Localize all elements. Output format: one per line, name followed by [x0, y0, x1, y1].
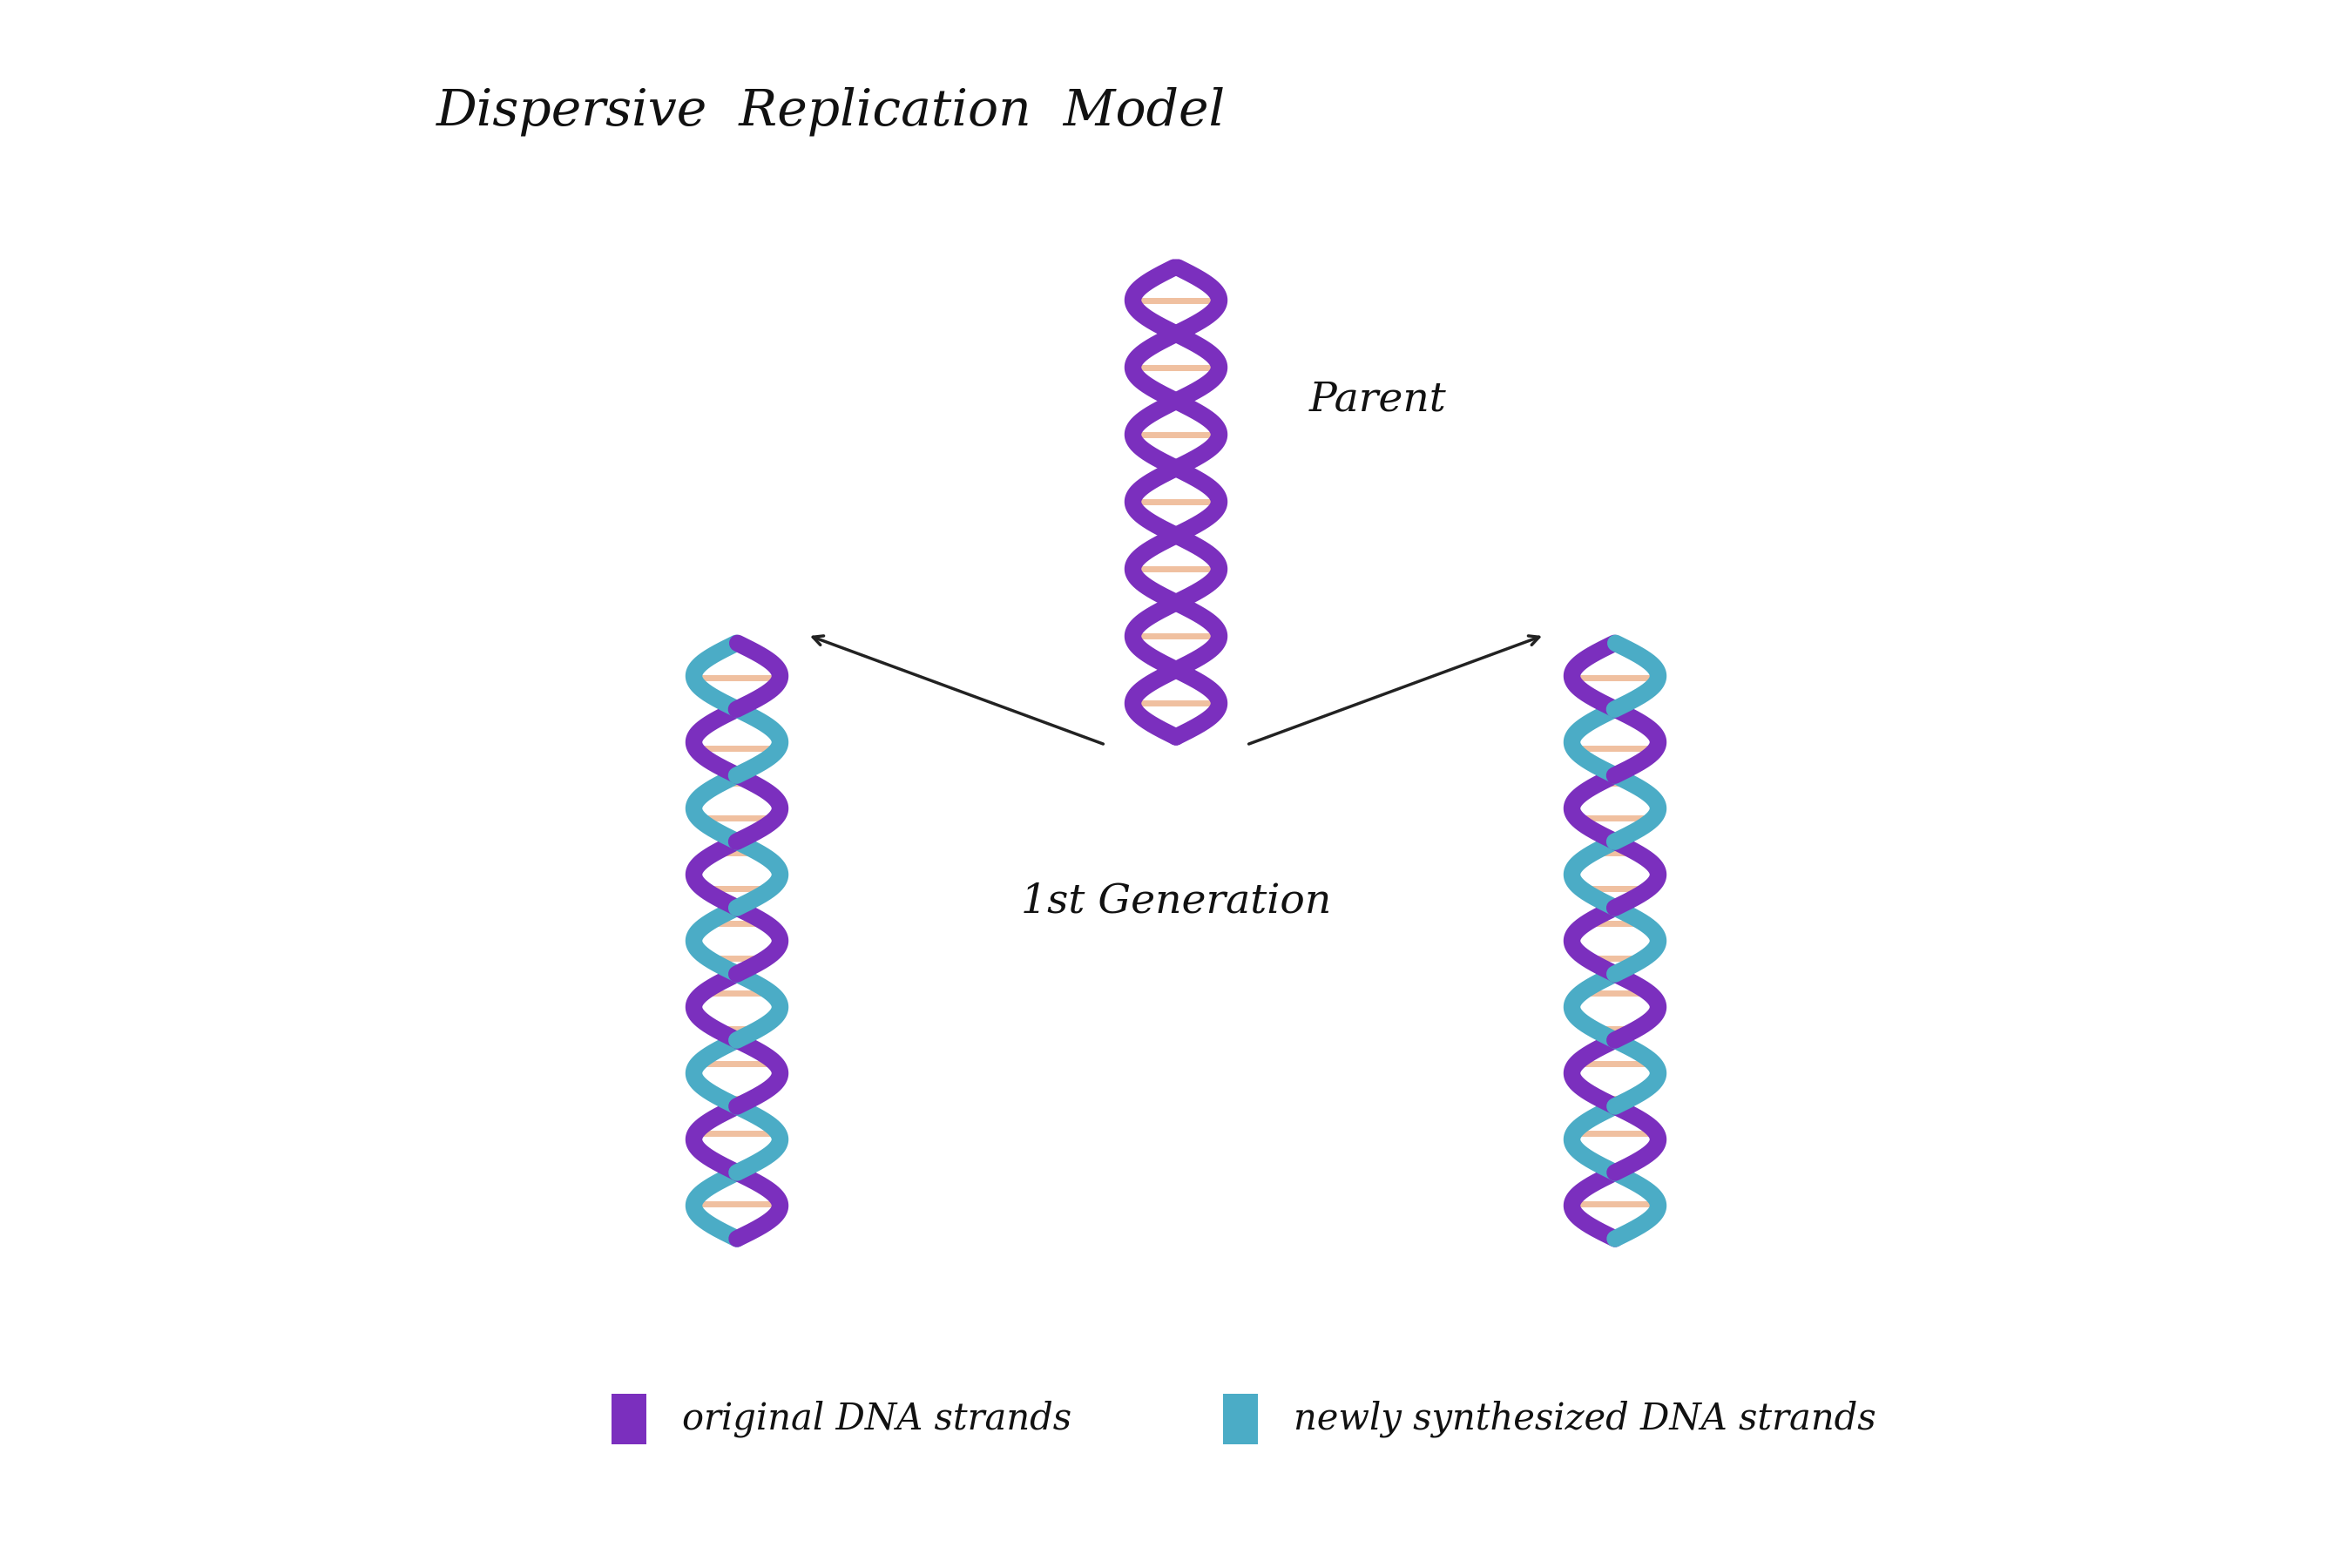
- Bar: [612, 1394, 647, 1444]
- Text: 1st Generation: 1st Generation: [1021, 881, 1331, 922]
- Text: Dispersive  Replication  Model: Dispersive Replication Model: [435, 86, 1225, 135]
- Text: Parent: Parent: [1310, 379, 1446, 420]
- Text: newly synthesized DNA strands: newly synthesized DNA strands: [1294, 1400, 1877, 1438]
- Text: original DNA strands: original DNA strands: [682, 1400, 1073, 1438]
- Bar: [1223, 1394, 1258, 1444]
